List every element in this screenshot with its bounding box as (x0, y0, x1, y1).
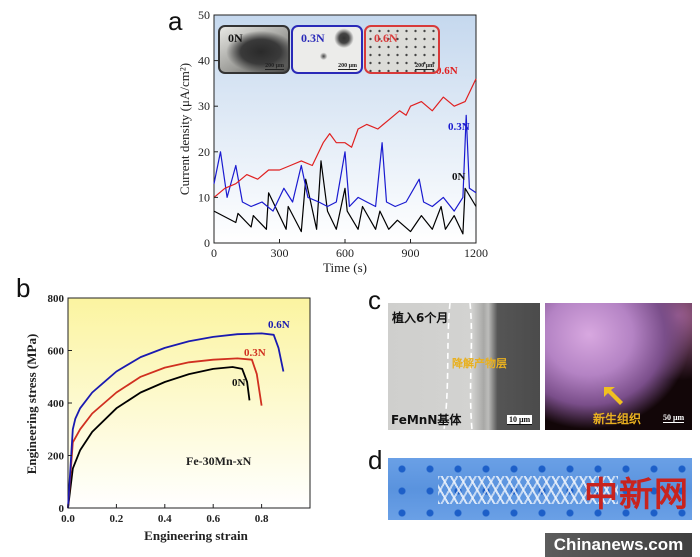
scale-bar-10um: 10 μm (507, 415, 533, 425)
x-tick-label: 0.4 (158, 513, 172, 525)
y-tick-label: 600 (48, 346, 65, 358)
y-tick-label: 0 (59, 503, 65, 515)
watermark-logo: 中新网 (584, 475, 689, 515)
y-tick-label: 0 (204, 236, 210, 250)
x-tick-label: 0.0 (61, 513, 75, 525)
stent-photo (388, 458, 692, 520)
y-tick-label: 200 (48, 451, 65, 463)
series-line-0.6N (213, 78, 477, 198)
tissue-image: 新生组织 50 μm (545, 303, 692, 430)
x-tick-label: 0.2 (110, 513, 124, 525)
x-tick-label: 900 (402, 246, 420, 260)
series-label-0N: 0N (232, 377, 246, 389)
x-tick-label: 600 (336, 246, 354, 260)
y-tick-label: 400 (48, 398, 65, 410)
layer-outline (443, 303, 473, 430)
inset-0N: 0N 200 μm (218, 25, 290, 74)
panel-label-d: d (368, 445, 383, 475)
series-label-0.6N: 0.6N (268, 319, 290, 331)
series-line-0.6N (67, 332, 285, 509)
x-axis-label: Time (s) (323, 260, 367, 275)
watermark-site: Chinanews.com (545, 533, 692, 557)
y-tick-label: 800 (48, 293, 65, 305)
y-axis-label: Current density (μA/cm²) (177, 63, 192, 195)
inset-0.6N: 0.6N 200 μm (364, 25, 440, 74)
scale-bar: 200 μm (265, 63, 284, 70)
inset-0.3N: 0.3N 200 μm (291, 25, 363, 74)
degradation-layer-label: 降解产物层 (452, 357, 507, 370)
y-tick-label: 30 (198, 99, 210, 113)
x-tick-label: 1200 (464, 246, 488, 260)
inset-label: 0.3N (301, 31, 325, 45)
inset-label: 0N (228, 31, 243, 45)
series-line-0.3N (213, 114, 477, 212)
x-axis-label: Engineering strain (144, 528, 248, 543)
y-tick-label: 40 (198, 54, 210, 68)
arrow-icon (604, 387, 623, 405)
stent (438, 476, 618, 504)
panel-label-b: b (16, 273, 31, 303)
matrix-label: FeMnN基体 (391, 413, 462, 427)
implant-duration-label: 植入6个月 (392, 311, 449, 325)
y-tick-label: 10 (198, 190, 210, 204)
plot-area (67, 297, 311, 509)
y-axis-label: Engineering stress (MPa) (24, 334, 39, 475)
panel-label-a: a (168, 6, 183, 36)
series-label-0.3N: 0.3N (244, 347, 266, 359)
scale-bar: 200 μm (338, 63, 357, 70)
series-line-0N (67, 366, 251, 509)
chart-b-stress-strain: 0.0 0.2 0.4 0.6 0.8 0 200 400 600 800 Engineering… (24, 293, 311, 543)
series-line-0N (213, 160, 477, 235)
x-tick-label: 0 (211, 246, 217, 260)
scale-bar-50um: 50 μm (663, 413, 685, 423)
scale-bar: 200 μm (415, 63, 434, 70)
panel-label-c: c (368, 285, 381, 315)
series-label-0.3N: 0.3N (448, 121, 470, 133)
series-label-0.6N: 0.6N (436, 65, 458, 77)
new-tissue-label: 新生组织 (593, 412, 642, 426)
x-tick-label: 0.8 (255, 513, 269, 525)
series-label-0N: 0N (452, 171, 466, 183)
x-tick-label: 300 (271, 246, 289, 260)
x-tick-label: 0.6 (206, 513, 220, 525)
y-tick-label: 50 (198, 8, 210, 22)
y-tick-label: 20 (198, 145, 210, 159)
sem-image-implant: 植入6个月 降解产物层 FeMnN基体 10 μm (388, 303, 540, 430)
series-line-0.3N (67, 357, 263, 509)
alloy-annotation: Fe-30Mn-xN (186, 454, 252, 468)
inset-label: 0.6N (374, 31, 398, 45)
